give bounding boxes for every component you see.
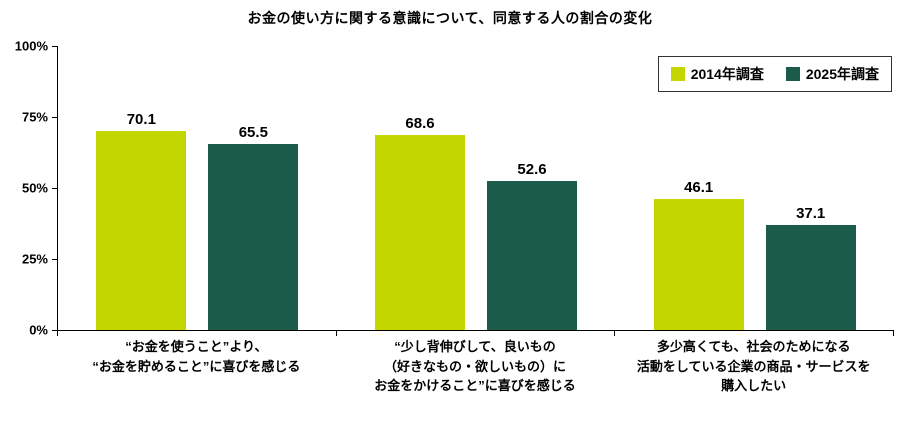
chart-title: お金の使い方に関する意識について、同意する人の割合の変化 bbox=[247, 10, 653, 26]
bar-group: 46.1 37.1 bbox=[615, 46, 894, 330]
bar bbox=[208, 144, 299, 330]
y-axis-tick-mark bbox=[52, 259, 57, 260]
bar-column: 68.6 bbox=[375, 116, 465, 330]
bar-value-label: 65.5 bbox=[238, 124, 268, 141]
category-label-line: “お金を貯めること”に喜びを感じる bbox=[92, 358, 301, 374]
bar-column: 65.5 bbox=[208, 124, 299, 330]
bar bbox=[487, 180, 577, 330]
plot-area: 70.1 65.5 68.6 52.6 46.1 37.1 bbox=[57, 46, 894, 331]
bar-value-label: 68.6 bbox=[405, 115, 435, 133]
y-axis-tick-mark bbox=[52, 330, 57, 331]
y-axis-tick-label: 0% bbox=[29, 322, 48, 338]
bar-column: 70.1 bbox=[96, 110, 187, 330]
bar bbox=[375, 135, 465, 330]
y-axis-tick-label: 100% bbox=[14, 38, 48, 54]
bar-value-label: 37.1 bbox=[796, 204, 826, 222]
y-axis-tick-mark bbox=[52, 117, 57, 118]
category-label-line: “少し背伸びして、良いもの bbox=[394, 339, 556, 354]
bar-group: 70.1 65.5 bbox=[58, 46, 337, 330]
x-axis-tick-mark bbox=[335, 331, 337, 336]
x-axis-tick-mark bbox=[614, 331, 616, 336]
category-label: “お金を使うこと”より、 “お金を貯めること”に喜びを感じる bbox=[57, 337, 336, 396]
category-label-line: “お金を使うこと”より、 bbox=[125, 339, 268, 354]
bar-value-label: 52.6 bbox=[517, 160, 547, 178]
bar-column: 37.1 bbox=[765, 204, 856, 330]
bar-column: 52.6 bbox=[487, 162, 577, 330]
bar-group: 68.6 52.6 bbox=[337, 46, 616, 330]
category-label-line: お金をかけること”に喜びを感じる bbox=[374, 378, 576, 393]
bar bbox=[765, 224, 856, 330]
x-axis-tick-mark bbox=[57, 331, 58, 336]
legend-item: 2014年調査 bbox=[670, 64, 764, 84]
y-axis-tick-label: 25% bbox=[21, 251, 48, 267]
y-axis-tick-mark bbox=[52, 188, 57, 189]
category-label-line: （好きなもの・欲しいもの）に bbox=[384, 358, 567, 374]
legend-item: 2025年調査 bbox=[785, 64, 879, 84]
x-axis-tick-mark bbox=[893, 331, 894, 336]
legend-label: 2014年調査 bbox=[690, 66, 764, 82]
category-label-line: 活動をしている企業の商品・サービスを bbox=[636, 358, 871, 374]
y-axis: 100% 75% 50% 25% 0% bbox=[0, 39, 50, 338]
legend-label: 2025年調査 bbox=[805, 66, 879, 82]
category-label: “少し背伸びして、良いもの （好きなもの・欲しいもの）に お金をかけること”に喜びを… bbox=[336, 337, 615, 396]
bar bbox=[653, 199, 744, 330]
y-axis-tick-label: 50% bbox=[21, 180, 48, 196]
bar-value-label: 70.1 bbox=[126, 110, 156, 128]
legend: 2014年調査 2025年調査 bbox=[657, 56, 892, 92]
bar-column: 46.1 bbox=[653, 179, 744, 330]
y-axis-tick-label: 75% bbox=[21, 109, 48, 125]
bar-value-label: 46.1 bbox=[684, 179, 714, 197]
legend-swatch bbox=[785, 67, 800, 81]
legend-swatch bbox=[670, 67, 685, 81]
category-label-line: 購入したい bbox=[721, 378, 787, 393]
category-label-line: 多少高くても、社会のためになる bbox=[656, 339, 851, 354]
bar-groups: 70.1 65.5 68.6 52.6 46.1 37.1 bbox=[58, 46, 894, 330]
category-label: 多少高くても、社会のためになる活動をしている企業の商品・サービスを 購入したい bbox=[614, 337, 893, 396]
x-axis-labels: “お金を使うこと”より、 “お金を貯めること”に喜びを感じる “少し背伸びして、良い… bbox=[57, 337, 893, 396]
y-axis-tick-mark bbox=[52, 46, 57, 47]
bar bbox=[96, 130, 187, 330]
